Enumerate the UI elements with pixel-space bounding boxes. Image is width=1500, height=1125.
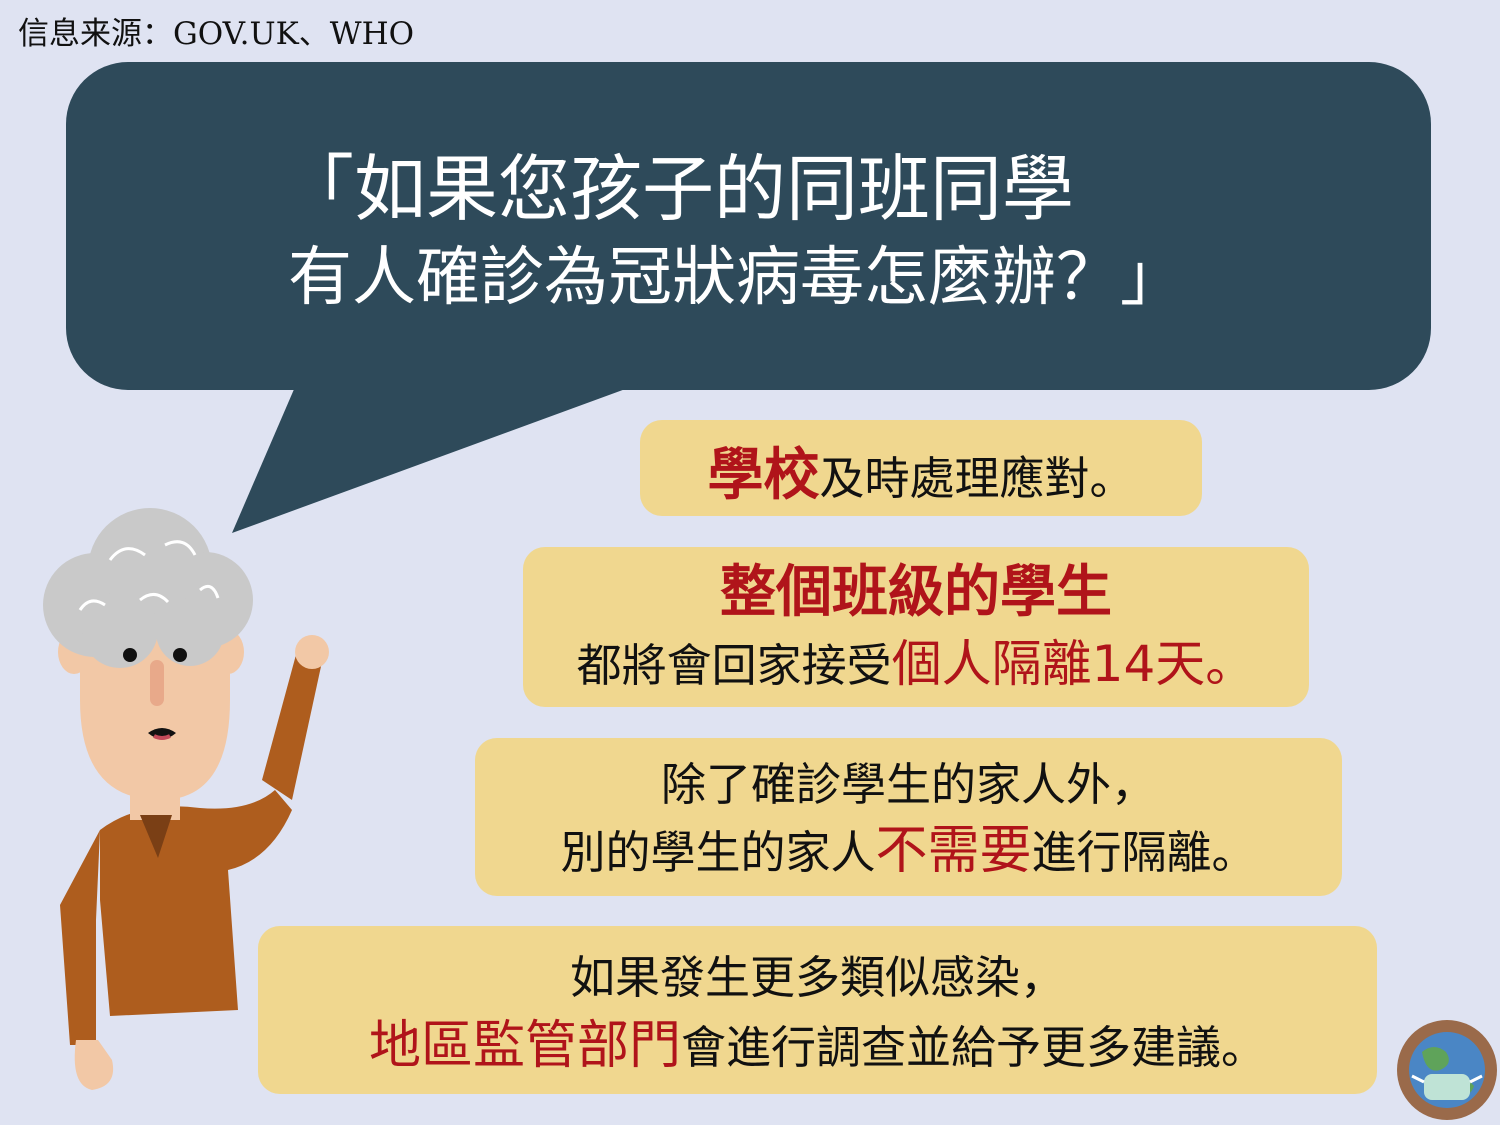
card-2-prefix: 都將會回家接受	[576, 639, 892, 692]
speech-bubble	[66, 62, 1431, 533]
card-family: 除了確診學生的家人外， 別的學生的家人不需要進行隔離。	[475, 738, 1342, 896]
card-2-line-2: 都將會回家接受個人隔離14天。	[523, 633, 1309, 697]
card-4-suffix: 會進行調查並給予更多建議。	[681, 1021, 1267, 1074]
source-caption: 信息来源：GOV.UK、WHO	[18, 16, 415, 52]
card-class-quarantine: 整個班級的學生 都將會回家接受個人隔離14天。	[523, 547, 1309, 707]
card-1-text: 及時處理應對。	[819, 452, 1135, 505]
card-4-line-1: 如果發生更多類似感染，	[569, 951, 1065, 1004]
card-school: 學校及時處理應對。	[640, 420, 1202, 516]
old-man-illustration	[43, 508, 329, 1090]
card-2-title: 整個班級的學生	[720, 560, 1112, 625]
card-3-line-2: 別的學生的家人不需要進行隔離。	[475, 818, 1342, 886]
earth-mask-logo	[1397, 1020, 1497, 1120]
card-2-highlight: 個人隔離14天。	[891, 635, 1256, 693]
title-line-2: 有人確診為冠狀病毒怎麼辦？」	[288, 241, 1184, 315]
card-3-highlight: 不需要	[875, 821, 1032, 881]
card-4-line-2: 地區監管部門會進行調查並給予更多建議。	[258, 1012, 1377, 1082]
card-1-highlight: 學校	[707, 443, 820, 508]
card-4-highlight: 地區監管部門	[368, 1016, 681, 1076]
title-line-1: 「如果您孩子的同班同學	[282, 147, 1075, 231]
card-3-line-1: 除了確診學生的家人外，	[660, 758, 1156, 811]
card-3-suffix: 進行隔離。	[1031, 826, 1257, 879]
card-authority: 如果發生更多類似感染， 地區監管部門會進行調查並給予更多建議。	[258, 926, 1377, 1094]
card-3-prefix: 別的學生的家人	[560, 826, 876, 879]
